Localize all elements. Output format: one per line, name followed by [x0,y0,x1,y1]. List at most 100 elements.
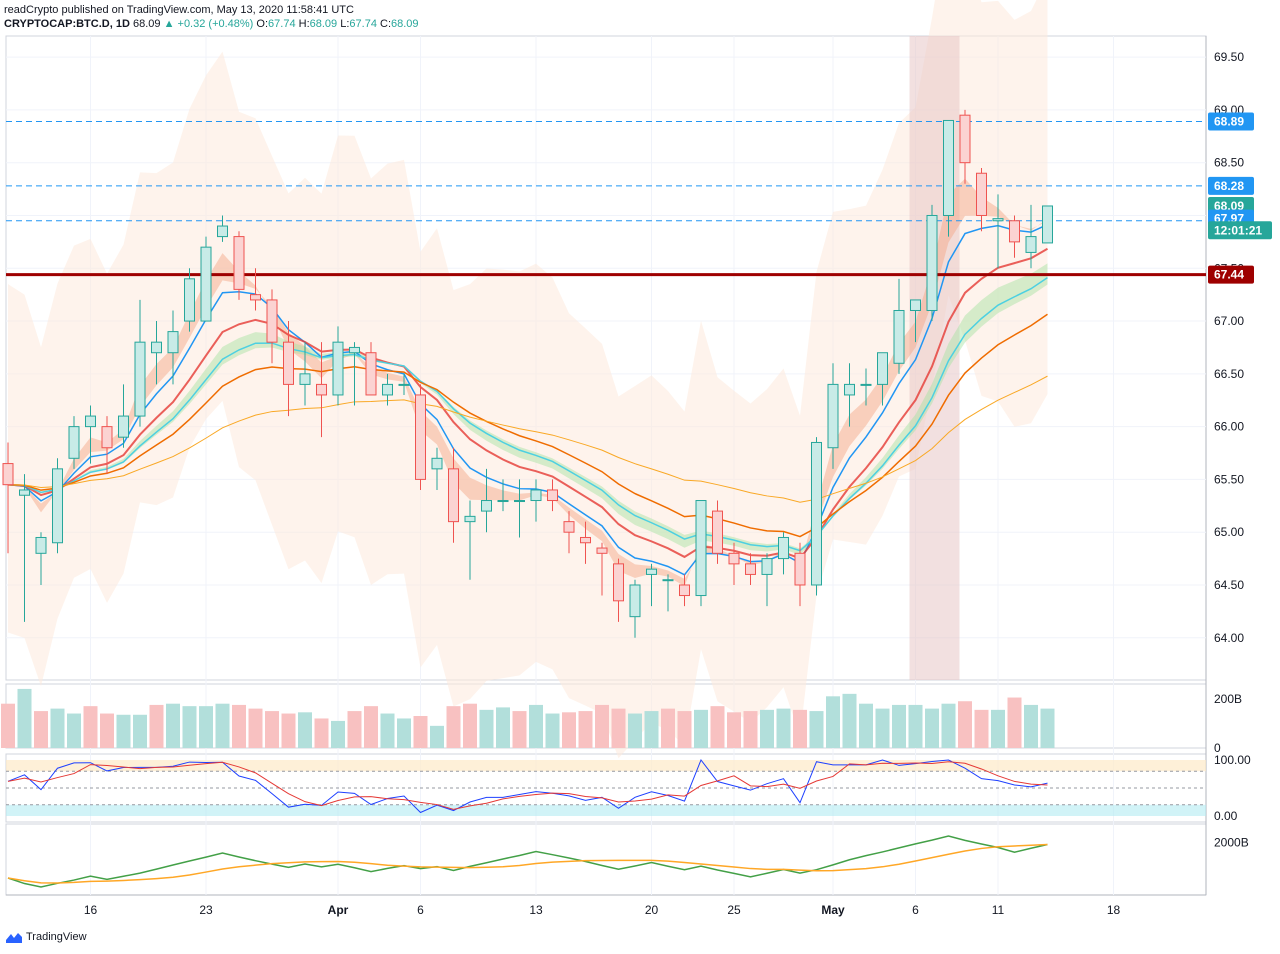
volume-bar [166,703,180,748]
ma-blue-line [7,223,1048,576]
volume-bar [776,708,791,748]
ma-red-line [7,247,1048,560]
price-tick-label: 64.50 [1214,578,1244,592]
candle [563,521,575,533]
volume-bar [133,714,147,748]
time-tick-label: 16 [84,903,98,917]
candle [35,536,47,554]
pane-frame [5,823,1207,896]
volume-bar [298,712,312,748]
price-tick-label: 66.50 [1214,367,1244,381]
candle [761,558,773,575]
price-label-text: 68.89 [1214,115,1244,129]
oversold-band [6,804,1206,816]
overbought-band [6,760,1206,772]
candle [695,500,707,597]
volume-bar [116,714,131,748]
volume-bar [991,709,1005,748]
volume-bar [925,708,939,748]
candle [68,426,80,459]
obv-signal-line [7,843,1048,884]
volume-bar [974,709,989,748]
volume-bar [496,707,510,748]
candle [662,579,674,582]
volume-bar [67,713,81,748]
volume-bar [793,709,807,748]
candle [19,489,30,496]
time-tick-label: May [821,903,845,917]
time-tick-label: 20 [645,903,659,917]
volume-bar [826,696,840,748]
volume-bar [100,713,114,748]
high-label: H: [298,18,310,30]
candle [167,331,179,354]
published-line: readCrypto published on TradingView.com,… [4,4,354,16]
close-value: 68.09 [391,18,419,30]
volume-bar [1007,697,1022,748]
volume-bar [1040,708,1055,748]
volume-bar [215,703,230,748]
price-label-text: 68.09 [1214,199,1244,213]
low-label: L: [340,18,350,30]
volume-bar [611,708,626,748]
time-tick-label: 11 [992,903,1005,917]
volume-bar [380,713,395,748]
candle [233,236,245,290]
chart-header: readCrypto published on TradingView.com,… [4,3,419,31]
volume-bar [331,720,345,748]
candle [134,341,146,417]
candle [877,352,888,385]
ma-cyan-line [7,277,1048,552]
candle [118,415,129,438]
candle [52,468,63,544]
volume-bar [809,711,824,748]
time-tick-label: Apr [328,903,349,917]
volume-bar [562,712,576,748]
time-tick-label: 13 [529,903,543,917]
candle [794,552,806,586]
brand-name[interactable]: TradingView [26,931,87,943]
tradingview-logo-icon [6,933,22,943]
price-tick-label: 69.50 [1214,50,1244,64]
candle [250,294,261,301]
time-tick-label: 6 [417,903,424,917]
last-price: 68.09 [132,18,161,30]
price-label-text: 68.28 [1214,179,1244,193]
candle [596,547,608,554]
change-arrow-icon: ▲ [163,18,175,30]
stoch-tick-label: 100.00 [1214,753,1251,767]
volume-bar [545,713,560,748]
candle [860,383,872,386]
stoch-tick-label: 0.00 [1214,809,1238,823]
candle [365,352,377,396]
candle [712,510,723,554]
time-tick-label: 18 [1107,903,1121,917]
volume-bar [248,708,263,748]
candle [547,489,558,502]
volume-bar [314,718,329,748]
time-tick-label: 6 [912,903,919,917]
open-label: O: [256,18,269,30]
volume-bar [397,718,411,748]
volume-bar [281,713,296,748]
candle [415,394,426,480]
volume-bar [941,703,956,748]
high-value: 68.09 [309,18,338,30]
ma-slow-line [7,375,1048,503]
candle [646,568,657,575]
close-label: C: [380,18,392,30]
volume-bar [727,712,741,748]
candle [151,341,162,354]
volume-bar [34,711,48,748]
obv-tick-label: 2000B [1214,835,1249,849]
price-change: +0.32 (+0.48%) [177,18,254,30]
candle [382,383,393,396]
candle [1025,236,1037,253]
symbol-name[interactable]: CRYPTOCAP:BTC.D, 1D [4,18,130,30]
candle [976,172,987,216]
volume-bar [430,725,444,748]
countdown-text: 12:01:21 [1214,223,1262,237]
time-tick-label: 25 [727,903,741,917]
price-label-text: 67.44 [1214,268,1244,282]
